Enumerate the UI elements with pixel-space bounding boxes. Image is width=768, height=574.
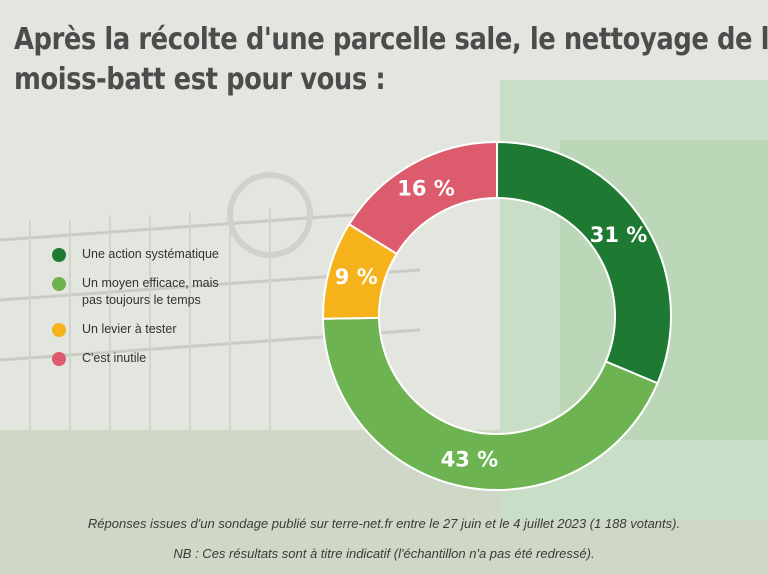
legend-swatch bbox=[52, 248, 66, 262]
slice-label: 31 % bbox=[590, 223, 648, 247]
legend-item: C'est inutile bbox=[52, 350, 252, 367]
chart-title-line-1: Après la récolte d'une parcelle sale, le… bbox=[14, 22, 768, 57]
legend-label: Un moyen efficace, mais pas toujours le … bbox=[82, 276, 219, 307]
note-footnote: NB : Ces résultats sont à titre indicati… bbox=[173, 546, 595, 561]
legend: Une action systématique Un moyen efficac… bbox=[52, 246, 252, 379]
donut-slice bbox=[347, 140, 498, 256]
chart-title-line-2: moiss-batt est pour vous : bbox=[14, 62, 386, 97]
legend-swatch bbox=[52, 352, 66, 366]
chart-title: Après la récolte d'une parcelle sale, le… bbox=[14, 20, 768, 100]
legend-swatch bbox=[52, 277, 66, 291]
legend-label: Un levier à tester bbox=[82, 322, 177, 336]
slice-label: 9 % bbox=[335, 265, 378, 289]
legend-swatch bbox=[52, 323, 66, 337]
legend-item: Un levier à tester bbox=[52, 321, 252, 338]
donut-slice bbox=[496, 140, 672, 385]
slice-label: 43 % bbox=[441, 447, 499, 471]
donut-slice bbox=[322, 316, 659, 491]
legend-item: Un moyen efficace, mais pas toujours le … bbox=[52, 275, 252, 309]
legend-label: C'est inutile bbox=[82, 351, 147, 365]
source-footnote: Réponses issues d'un sondage publié sur … bbox=[87, 516, 681, 531]
legend-label: Une action systématique bbox=[82, 247, 219, 261]
slice-label: 16 % bbox=[397, 176, 455, 200]
legend-item: Une action systématique bbox=[52, 246, 252, 263]
